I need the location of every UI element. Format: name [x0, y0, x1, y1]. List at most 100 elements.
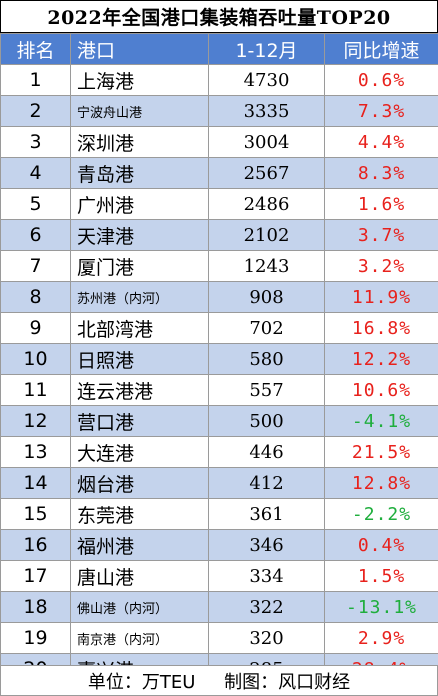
- rank-cell: 6: [0, 219, 71, 251]
- table-row: 14 烟台港 412 12.8%: [0, 467, 438, 499]
- rank-cell: 1: [0, 64, 71, 96]
- rank-cell: 11: [0, 374, 71, 406]
- port-cell: 北部湾港: [70, 312, 209, 344]
- teu-cell: 500: [208, 405, 325, 437]
- table-row: 10 日照港 580 12.2%: [0, 343, 438, 375]
- rank-cell: 10: [0, 343, 71, 375]
- table-row: 4 青岛港 2567 8.3%: [0, 157, 438, 189]
- growth-cell: -2.2%: [324, 498, 438, 530]
- teu-cell: 580: [208, 343, 325, 375]
- table-row: 2 宁波舟山港 3335 7.3%: [0, 95, 438, 127]
- rank-cell: 14: [0, 467, 71, 499]
- growth-cell: 12.8%: [324, 467, 438, 499]
- port-cell: 连云港港: [70, 374, 209, 406]
- growth-cell: 8.3%: [324, 157, 438, 189]
- teu-cell: 320: [208, 622, 325, 654]
- teu-cell: 334: [208, 560, 325, 592]
- header-row: 排名 港口 1-12月 同比增速: [0, 33, 438, 65]
- growth-cell: 12.2%: [324, 343, 438, 375]
- port-cell: 福州港: [70, 529, 209, 561]
- table-row: 5 广州港 2486 1.6%: [0, 188, 438, 220]
- growth-cell: 21.5%: [324, 436, 438, 468]
- growth-cell: 3.7%: [324, 219, 438, 251]
- teu-cell: 322: [208, 591, 325, 623]
- rank-cell: 12: [0, 405, 71, 437]
- table-row: 1 上海港 4730 0.6%: [0, 64, 438, 96]
- port-cell: 烟台港: [70, 467, 209, 499]
- growth-cell: 1.5%: [324, 560, 438, 592]
- port-cell: 宁波舟山港: [70, 95, 209, 127]
- port-cell: 唐山港: [70, 560, 209, 592]
- teu-cell: 4730: [208, 64, 325, 96]
- teu-cell: 3335: [208, 95, 325, 127]
- table-row: 19 南京港（内河） 320 2.9%: [0, 622, 438, 654]
- growth-cell: 0.6%: [324, 64, 438, 96]
- port-cell: 厦门港: [70, 250, 209, 282]
- teu-cell: 3004: [208, 126, 325, 158]
- rank-cell: 5: [0, 188, 71, 220]
- growth-cell: 1.6%: [324, 188, 438, 220]
- growth-cell: 11.9%: [324, 281, 438, 313]
- rank-cell: 7: [0, 250, 71, 282]
- growth-cell: 2.9%: [324, 622, 438, 654]
- growth-cell: 4.4%: [324, 126, 438, 158]
- teu-cell: 2102: [208, 219, 325, 251]
- growth-cell: -13.1%: [324, 591, 438, 623]
- teu-cell: 1243: [208, 250, 325, 282]
- teu-cell: 361: [208, 498, 325, 530]
- table-row: 6 天津港 2102 3.7%: [0, 219, 438, 251]
- port-cell: 青岛港: [70, 157, 209, 189]
- table-row: 18 佛山港（内河） 322 -13.1%: [0, 591, 438, 623]
- growth-cell: 7.3%: [324, 95, 438, 127]
- table-row: 15 东莞港 361 -2.2%: [0, 498, 438, 530]
- port-cell: 南京港（内河）: [70, 622, 209, 654]
- port-cell: 广州港: [70, 188, 209, 220]
- table-row: 13 大连港 446 21.5%: [0, 436, 438, 468]
- table-row: 3 深圳港 3004 4.4%: [0, 126, 438, 158]
- header-period: 1-12月: [208, 33, 325, 65]
- port-cell: 深圳港: [70, 126, 209, 158]
- port-cell: 上海港: [70, 64, 209, 96]
- table-row: 11 连云港港 557 10.6%: [0, 374, 438, 406]
- rank-cell: 19: [0, 622, 71, 654]
- teu-cell: 346: [208, 529, 325, 561]
- rank-cell: 9: [0, 312, 71, 344]
- rank-cell: 17: [0, 560, 71, 592]
- port-cell: 苏州港（内河）: [70, 281, 209, 313]
- teu-cell: 2486: [208, 188, 325, 220]
- rank-cell: 8: [0, 281, 71, 313]
- rank-cell: 15: [0, 498, 71, 530]
- teu-cell: 908: [208, 281, 325, 313]
- port-cell: 东莞港: [70, 498, 209, 530]
- port-cell: 营口港: [70, 405, 209, 437]
- rank-cell: 4: [0, 157, 71, 189]
- port-cell: 大连港: [70, 436, 209, 468]
- teu-cell: 702: [208, 312, 325, 344]
- growth-cell: 3.2%: [324, 250, 438, 282]
- rank-cell: 13: [0, 436, 71, 468]
- header-rank: 排名: [0, 33, 71, 65]
- table-row: 7 厦门港 1243 3.2%: [0, 250, 438, 282]
- rank-cell: 2: [0, 95, 71, 127]
- teu-cell: 2567: [208, 157, 325, 189]
- growth-cell: 10.6%: [324, 374, 438, 406]
- rank-cell: 18: [0, 591, 71, 623]
- port-cell: 天津港: [70, 219, 209, 251]
- rank-cell: 16: [0, 529, 71, 561]
- footer-note: 单位：万TEU 制图：风口财经: [0, 665, 438, 696]
- footer-credit: 制图：风口财经: [224, 671, 351, 693]
- footer-unit: 单位：万TEU: [87, 671, 196, 693]
- port-cell: 佛山港（内河）: [70, 591, 209, 623]
- table-row: 9 北部湾港 702 16.8%: [0, 312, 438, 344]
- growth-cell: 16.8%: [324, 312, 438, 344]
- header-growth: 同比增速: [324, 33, 438, 65]
- table-title: 2022年全国港口集装箱吞吐量TOP20: [0, 0, 438, 33]
- rank-cell: 3: [0, 126, 71, 158]
- teu-cell: 412: [208, 467, 325, 499]
- growth-cell: -4.1%: [324, 405, 438, 437]
- header-port: 港口: [70, 33, 209, 65]
- table-row: 16 福州港 346 0.4%: [0, 529, 438, 561]
- table-row: 12 营口港 500 -4.1%: [0, 405, 438, 437]
- teu-cell: 446: [208, 436, 325, 468]
